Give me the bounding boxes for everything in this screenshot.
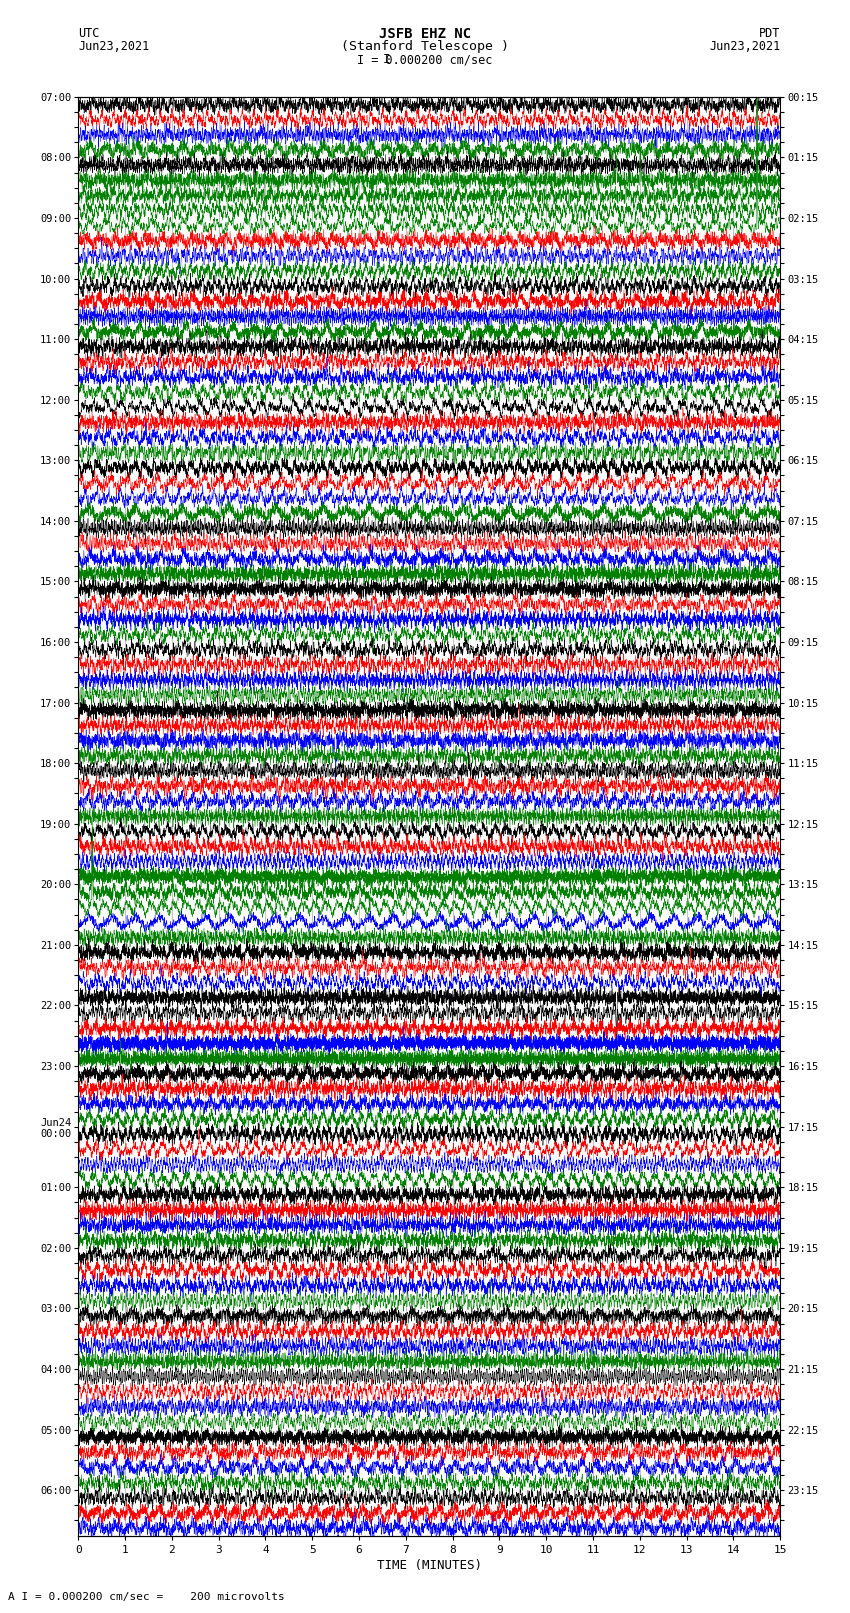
Text: A I = 0.000200 cm/sec =    200 microvolts: A I = 0.000200 cm/sec = 200 microvolts [8,1592,286,1602]
Text: I = 0.000200 cm/sec: I = 0.000200 cm/sec [357,53,493,66]
Text: (Stanford Telescope ): (Stanford Telescope ) [341,40,509,53]
X-axis label: TIME (MINUTES): TIME (MINUTES) [377,1558,482,1571]
Text: PDT: PDT [759,27,780,40]
Text: Jun23,2021: Jun23,2021 [78,40,150,53]
Text: I: I [383,53,390,66]
Text: UTC: UTC [78,27,99,40]
Text: Jun23,2021: Jun23,2021 [709,40,780,53]
Text: JSFB EHZ NC: JSFB EHZ NC [379,27,471,42]
